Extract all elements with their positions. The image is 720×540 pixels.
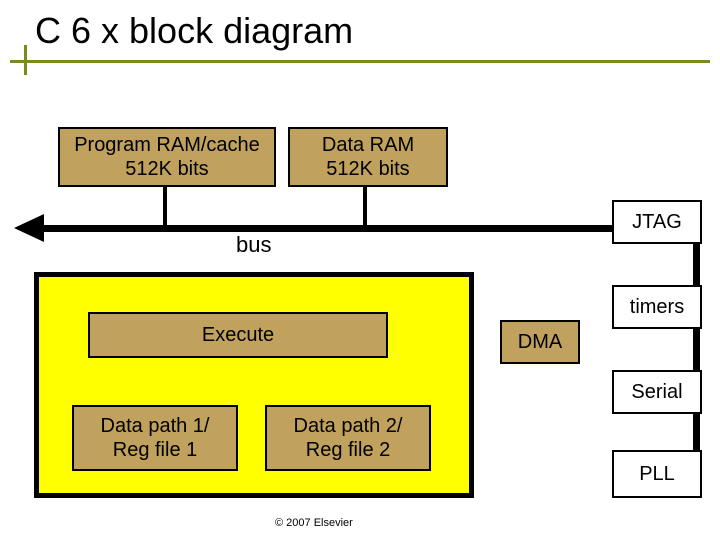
block-timers: timers [612,285,702,329]
block-pll-label: PLL [639,462,675,486]
title-underline [10,60,710,63]
block-program-ram-line1: Program RAM/cache [74,133,260,157]
conn-prog-ram-bus [163,187,167,227]
block-jtag: JTAG [612,200,702,244]
bus-line-h [44,225,698,232]
block-datapath-1-line2: Reg file 1 [113,438,198,462]
block-data-ram-line2: 512K bits [326,157,409,181]
block-datapath-2-line2: Reg file 2 [306,438,391,462]
block-pll: PLL [612,450,702,498]
page-title: C 6 x block diagram [10,10,710,60]
block-data-ram: Data RAM 512K bits [288,127,448,187]
block-execute-label: Execute [202,323,274,347]
block-jtag-label: JTAG [632,210,682,234]
block-timers-label: timers [630,295,684,319]
block-serial: Serial [612,370,702,414]
block-program-ram: Program RAM/cache 512K bits [58,127,276,187]
bus-label: bus [236,232,271,258]
block-dma: DMA [500,320,580,364]
block-datapath-2: Data path 2/ Reg file 2 [265,405,431,471]
title-tick-bottom [24,63,27,71]
block-data-ram-line1: Data RAM [322,133,414,157]
block-datapath-1: Data path 1/ Reg file 1 [72,405,238,471]
title-container: C 6 x block diagram [10,10,710,63]
block-datapath-2-line1: Data path 2/ [294,414,403,438]
block-program-ram-line2: 512K bits [125,157,208,181]
block-execute: Execute [88,312,388,358]
block-datapath-1-line1: Data path 1/ [101,414,210,438]
block-dma-label: DMA [518,330,562,354]
block-serial-label: Serial [631,380,682,404]
bus-arrow-head [14,214,44,242]
conn-data-ram-bus [363,187,367,227]
copyright-footer: © 2007 Elsevier [275,517,353,529]
